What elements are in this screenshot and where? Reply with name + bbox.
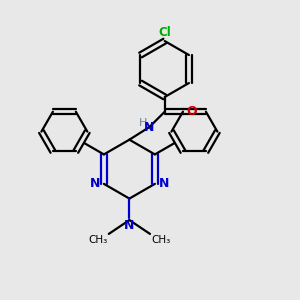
Text: Cl: Cl <box>158 26 171 39</box>
Text: N: N <box>124 219 135 232</box>
Text: N: N <box>90 177 100 190</box>
Text: CH₃: CH₃ <box>152 236 171 245</box>
Text: N: N <box>144 121 154 134</box>
Text: O: O <box>187 105 197 118</box>
Text: CH₃: CH₃ <box>88 236 107 245</box>
Text: N: N <box>159 177 169 190</box>
Text: H: H <box>139 118 147 128</box>
